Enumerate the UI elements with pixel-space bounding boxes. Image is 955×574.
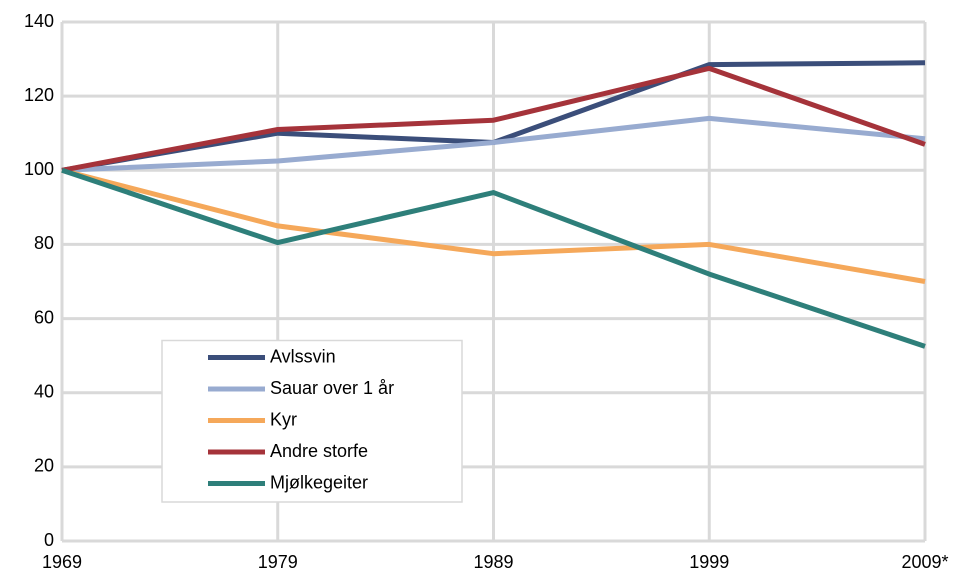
y-tick-label: 120 [24,85,54,105]
y-tick-label: 0 [44,530,54,550]
series-line [61,167,926,349]
legend-label: Kyr [270,409,297,429]
y-tick-label: 20 [34,456,54,476]
x-tick-label: 1979 [258,552,298,572]
legend-label: Sauar over 1 år [270,378,394,398]
series-line [61,115,926,173]
legend-label: Mjølkegeiter [270,472,368,492]
series-line [61,167,926,284]
y-tick-label: 40 [34,381,54,401]
y-tick-label: 100 [24,159,54,179]
x-tick-label: 1999 [689,552,729,572]
legend-label: Avlssvin [270,346,336,366]
series-line [61,65,926,173]
x-tick-label: 1969 [42,552,82,572]
y-tick-label: 80 [34,233,54,253]
x-tick-label: 1989 [473,552,513,572]
x-tick-label: 2009* [901,552,948,572]
legend-box [161,339,463,503]
legend: Avlssvin Sauar over 1 år Kyr Andre storfe Mj… [161,339,463,503]
y-tick-label: 60 [34,307,54,327]
legend-label: Andre storfe [270,441,368,461]
y-tick-label: 140 [24,11,54,31]
